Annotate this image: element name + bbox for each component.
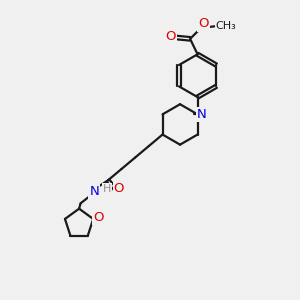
Text: O: O: [93, 211, 104, 224]
Text: CH₃: CH₃: [215, 21, 236, 31]
Text: O: O: [114, 182, 124, 195]
Text: N: N: [197, 108, 207, 121]
Text: N: N: [89, 185, 99, 198]
Text: O: O: [165, 30, 175, 43]
Text: H: H: [103, 184, 111, 194]
Text: O: O: [198, 17, 208, 31]
